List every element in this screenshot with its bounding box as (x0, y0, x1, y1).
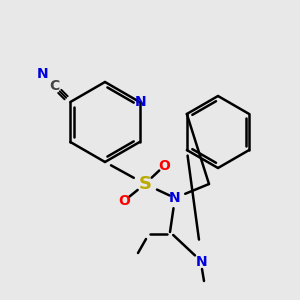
Text: S: S (139, 175, 152, 193)
Text: N: N (169, 191, 181, 205)
Text: O: O (158, 159, 170, 173)
Text: N: N (135, 95, 146, 109)
Text: C: C (50, 80, 60, 93)
Text: N: N (36, 67, 48, 81)
Text: N: N (196, 255, 208, 269)
Text: O: O (118, 194, 130, 208)
